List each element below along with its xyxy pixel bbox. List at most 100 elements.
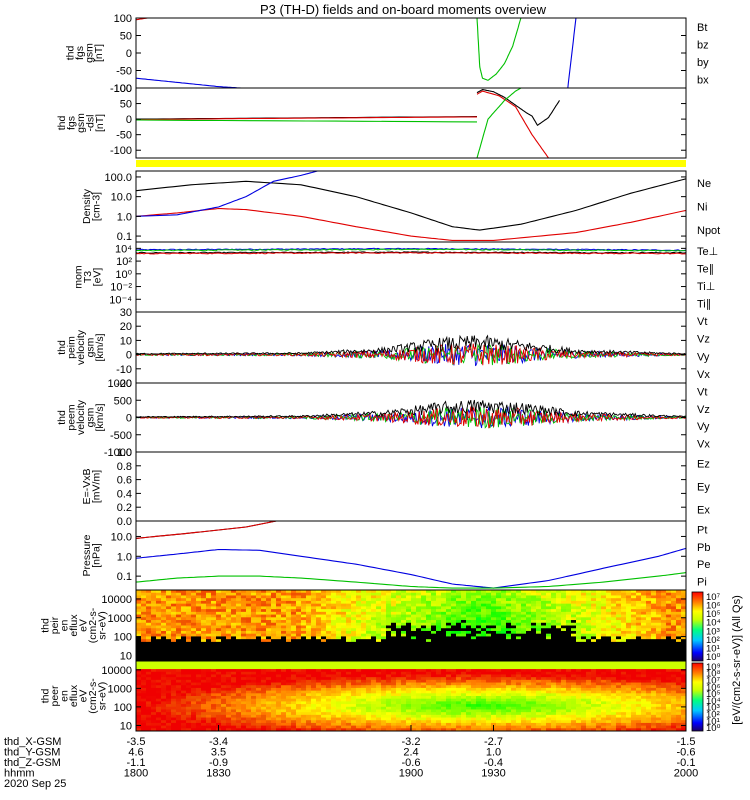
colorbar-tick-label: 10¹ xyxy=(706,644,720,655)
y-axis-label: Density[cm-3] xyxy=(81,188,103,224)
legend-Ez: Ez xyxy=(697,459,710,471)
y-tick-label: -10 xyxy=(116,364,132,376)
legend-Ti⊥: Ti⊥ xyxy=(697,281,715,293)
colorbar-tick-label: 10¹ xyxy=(706,716,720,727)
y-tick-label: 1000 xyxy=(108,378,132,390)
x-tick-label: 1800 xyxy=(124,768,148,780)
colorbar-tick-label: 10³ xyxy=(706,703,720,714)
y-label-line: fgs xyxy=(66,116,78,130)
y-label-line: [mV/m] xyxy=(90,470,102,503)
colorbar-tick-label: 10⁵ xyxy=(706,609,721,620)
y-label-line: E=-VxB xyxy=(81,469,93,505)
colorbar-tick-label: 10⁶ xyxy=(706,600,721,611)
series-line xyxy=(136,343,686,366)
y-tick-label: -50 xyxy=(116,130,132,142)
panel-frame xyxy=(135,451,687,522)
legend-Ne: Ne xyxy=(697,178,711,190)
y-tick-label: 0 xyxy=(126,350,132,362)
series-Te⊥ xyxy=(136,251,686,255)
y-tick-label: 500 xyxy=(114,395,132,407)
colorbar-tick-label: 10² xyxy=(706,635,720,646)
legend-Vz: Vz xyxy=(697,334,710,346)
x-tick-label: -3.5 xyxy=(127,736,146,748)
y-axis-label: Pressure[nPa] xyxy=(81,534,103,576)
plot-area xyxy=(136,521,686,589)
y-label-line: peem xyxy=(66,404,78,431)
colorbar-tick-label: 10⁰ xyxy=(706,652,721,663)
series-bz xyxy=(136,116,478,121)
y-label-line: velocity xyxy=(75,329,87,365)
y-tick-label: -50 xyxy=(116,66,132,78)
y-tick-label: 50 xyxy=(120,31,132,43)
legend-Bt: Bt xyxy=(697,22,707,34)
panel-peer-en-eflux: 10000 1000 100 10 thdpeerenefluxeV(cm2-s-sr-… xyxy=(40,660,687,732)
legend-Pi: Pi xyxy=(697,576,707,588)
series-Pb xyxy=(136,521,277,539)
y-tick-label: 10⁰ xyxy=(115,269,132,281)
plot-area xyxy=(136,334,686,367)
plot-area xyxy=(136,661,686,731)
series-Pi xyxy=(136,547,686,589)
y-label-line: sr-eV) xyxy=(97,682,109,711)
y-tick-label: -20 xyxy=(116,378,132,390)
figure-title: P3 (TH-D) fields and on-board moments ov… xyxy=(260,2,547,17)
y-label-line: peir xyxy=(49,616,61,634)
x-row-label: hhmm xyxy=(4,768,35,780)
series-bx xyxy=(136,77,247,88)
y-tick-label: -500 xyxy=(110,430,132,442)
y-tick-label: 1000 xyxy=(108,613,132,625)
y-tick-label: 10.0 xyxy=(111,531,132,543)
y-label-line: (cm2-s- xyxy=(87,678,99,714)
plot-area xyxy=(136,171,686,241)
plot-area xyxy=(136,88,560,158)
x-tick-label: -3.2 xyxy=(402,736,421,748)
x-tick-label: 1.0 xyxy=(486,747,501,759)
y-label-line: [cm-3] xyxy=(90,192,102,221)
y-tick-label: 0.8 xyxy=(117,461,132,473)
x-tick-label: -0.6 xyxy=(677,747,696,759)
panel-frame xyxy=(135,520,687,591)
y-tick-label: 0.1 xyxy=(117,231,132,243)
colorbar-tick-label: 10⁴ xyxy=(706,618,721,629)
y-label-line: sr-eV) xyxy=(97,611,109,640)
y-label-line: thd xyxy=(40,618,52,633)
y-label-line: en xyxy=(59,620,71,632)
y-tick-label: 100.0 xyxy=(104,172,132,184)
panel-frame xyxy=(135,17,687,89)
y-label-line: [nT] xyxy=(93,44,105,62)
legend-bz: bz xyxy=(697,39,709,51)
y-label-line: T3 xyxy=(82,271,94,283)
series-bz xyxy=(136,18,150,21)
legend-Ex: Ex xyxy=(697,505,710,517)
legend-Pt: Pt xyxy=(697,525,707,537)
x-tick-label: 2000 xyxy=(674,768,698,780)
y-tick-label: -1000 xyxy=(104,447,132,459)
x-tick-label: -0.9 xyxy=(209,757,228,769)
legend-Vx: Vx xyxy=(697,438,710,450)
panel-efield: 1.0 0.8 0.60.4 0.2 0.0 E=-VxB[mV/m] Ez Ey Ex xyxy=(81,447,711,528)
series-Pe xyxy=(136,572,686,589)
plot-area xyxy=(136,399,686,429)
y-tick-label: 0.0 xyxy=(117,516,132,528)
y-label-line: mom xyxy=(73,265,85,289)
y-tick-label: 10000 xyxy=(101,594,132,606)
series-Bt xyxy=(476,89,560,127)
series-by xyxy=(476,18,522,81)
y-label-line: -dsl xyxy=(85,115,97,132)
series-bx xyxy=(567,18,577,88)
y-tick-label: 10⁻⁴ xyxy=(109,294,132,306)
x-tick-label: -1.1 xyxy=(127,757,146,769)
y-label-line: thd xyxy=(40,689,52,704)
colorbar: 10⁷10⁶10⁵10⁴10³10²10¹10⁰10⁹10⁸10⁷10⁶10⁵1… xyxy=(691,591,743,734)
colorbar-lower xyxy=(691,662,704,732)
legend-Vz: Vz xyxy=(697,404,710,416)
legend-Ti∥: Ti∥ xyxy=(697,298,711,310)
y-label-line: [km/s] xyxy=(94,403,106,431)
series-line xyxy=(136,399,686,418)
legend-Ni: Ni xyxy=(697,202,707,214)
